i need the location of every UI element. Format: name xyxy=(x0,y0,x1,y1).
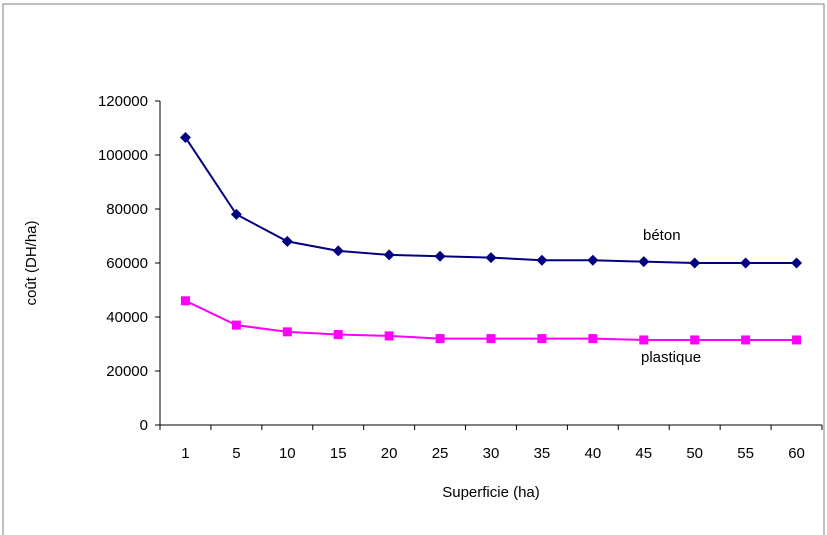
data-point-beton xyxy=(791,257,803,269)
data-point-beton xyxy=(179,131,191,143)
data-point-plastique xyxy=(588,334,598,344)
chart-border xyxy=(2,3,825,535)
data-point-beton xyxy=(281,235,293,247)
data-point-plastique xyxy=(435,334,445,344)
data-point-plastique xyxy=(231,320,241,330)
data-point-beton xyxy=(383,249,395,261)
series-line-beton xyxy=(184,136,797,264)
data-point-beton xyxy=(332,245,344,257)
data-point-beton xyxy=(230,208,242,220)
x-tick-label: 5 xyxy=(232,445,240,462)
x-tick-label: 10 xyxy=(279,445,296,462)
x-tick-label: 60 xyxy=(788,445,805,462)
data-point-beton xyxy=(485,252,497,264)
x-tick-label: 50 xyxy=(686,445,703,462)
data-point-beton xyxy=(587,254,599,266)
data-point-beton xyxy=(536,254,548,266)
x-tick-label: 30 xyxy=(483,445,500,462)
data-point-plastique xyxy=(333,330,343,340)
x-tick-label: 25 xyxy=(432,445,449,462)
y-tick-label: 0 xyxy=(140,417,148,434)
data-point-plastique xyxy=(180,296,190,306)
series-line-plastique xyxy=(185,299,797,341)
data-point-plastique xyxy=(537,334,547,344)
data-point-plastique xyxy=(384,331,394,341)
y-tick-label: 60000 xyxy=(106,255,148,272)
x-tick-label: 15 xyxy=(330,445,347,462)
y-tick-label: 100000 xyxy=(98,147,148,164)
series-label-plastique: plastique xyxy=(641,349,701,366)
x-axis-title: Superficie (ha) xyxy=(442,484,540,501)
x-axis-ticks: 1 5 10 15 20 25 30 35 40 45 50 55 60 xyxy=(159,425,823,462)
y-tick-label: 80000 xyxy=(106,201,148,218)
x-tick-label: 45 xyxy=(635,445,652,462)
data-point-beton xyxy=(689,257,701,269)
x-tick-label: 20 xyxy=(381,445,398,462)
series-layer xyxy=(179,131,803,345)
data-point-plastique xyxy=(486,334,496,344)
data-point-beton xyxy=(434,250,446,262)
x-tick-label: 55 xyxy=(737,445,754,462)
x-tick-label: 40 xyxy=(585,445,602,462)
y-tick-label: 20000 xyxy=(106,363,148,380)
y-tick-label: 40000 xyxy=(106,309,148,326)
series-label-beton: béton xyxy=(643,227,681,244)
y-axis-ticks: 0 20000 40000 60000 80000 100000 120000 xyxy=(98,93,160,434)
data-point-plastique xyxy=(792,335,802,345)
data-point-plastique xyxy=(741,335,751,345)
data-point-beton xyxy=(638,256,650,268)
x-tick-label: 35 xyxy=(534,445,551,462)
data-point-plastique xyxy=(639,335,649,345)
data-point-plastique xyxy=(690,335,700,345)
y-tick-label: 120000 xyxy=(98,93,148,110)
x-tick-label: 1 xyxy=(181,445,189,462)
data-point-beton xyxy=(740,257,752,269)
data-point-plastique xyxy=(282,327,292,337)
y-axis-title: coût (DH/ha) xyxy=(23,220,40,305)
